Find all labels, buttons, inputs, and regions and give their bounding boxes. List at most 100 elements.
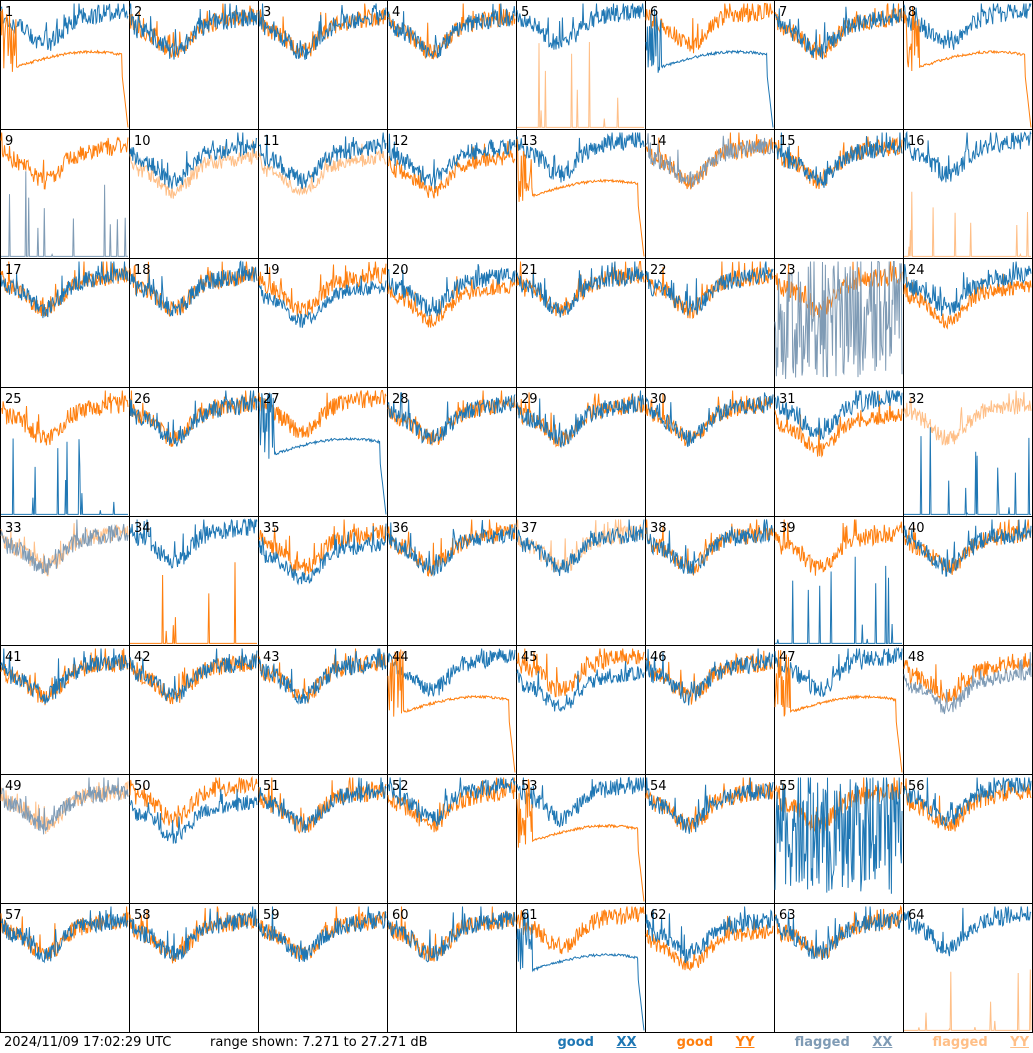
xx-line bbox=[129, 132, 258, 189]
yy-line bbox=[774, 650, 903, 773]
panel-label: 26 bbox=[134, 392, 151, 407]
xx-line bbox=[258, 392, 387, 515]
panel-frame bbox=[129, 387, 259, 517]
panel-label: 9 bbox=[5, 134, 13, 149]
yy-line bbox=[258, 390, 387, 438]
panel-frame bbox=[387, 903, 517, 1033]
xx-line bbox=[0, 3, 129, 51]
xx-line bbox=[0, 261, 129, 319]
panel-label: 40 bbox=[908, 521, 925, 536]
xx-line bbox=[516, 390, 645, 448]
panel-label: 42 bbox=[134, 650, 151, 665]
yy-line bbox=[129, 775, 258, 829]
yy-line bbox=[774, 519, 903, 576]
panel-56: 56 bbox=[903, 774, 1033, 904]
panel-label: 18 bbox=[134, 263, 151, 278]
xx-line bbox=[774, 777, 903, 894]
legend-flagged-xx: flagged XX bbox=[794, 1035, 893, 1050]
panel-49: 49 bbox=[0, 774, 130, 904]
panel-label: 43 bbox=[263, 650, 280, 665]
panel-52: 52 bbox=[387, 774, 517, 904]
panel-5: 5 bbox=[516, 0, 646, 130]
panel-label: 34 bbox=[134, 521, 151, 536]
panel-label: 51 bbox=[263, 779, 280, 794]
yy-line bbox=[258, 261, 387, 317]
yy-line bbox=[903, 6, 1032, 128]
xx-line bbox=[516, 776, 645, 828]
xx-line bbox=[516, 3, 645, 50]
panel-15: 15 bbox=[774, 129, 904, 259]
xx-line bbox=[516, 909, 645, 1031]
panel-2: 2 bbox=[129, 0, 259, 130]
panel-label: 33 bbox=[5, 521, 22, 536]
panel-33: 33 bbox=[0, 516, 130, 646]
panel-26: 26 bbox=[129, 387, 259, 517]
xx-line bbox=[129, 648, 258, 703]
yy-line bbox=[645, 2, 774, 54]
xx-line bbox=[258, 275, 387, 328]
xx-line bbox=[129, 906, 258, 961]
panel-48: 48 bbox=[903, 645, 1033, 775]
panel-label: 27 bbox=[263, 392, 280, 407]
xx-line bbox=[129, 390, 258, 447]
panel-label: 16 bbox=[908, 134, 925, 149]
panel-label: 47 bbox=[779, 650, 796, 665]
footer: 2024/11/09 17:02:29 UTC range shown: 7.2… bbox=[0, 1033, 1033, 1053]
panel-17: 17 bbox=[0, 258, 130, 388]
panel-label: 31 bbox=[779, 392, 796, 407]
xx-line bbox=[129, 260, 258, 317]
xx-line bbox=[903, 519, 1032, 577]
panel-20: 20 bbox=[387, 258, 517, 388]
xx-line bbox=[645, 906, 774, 964]
panel-21: 21 bbox=[516, 258, 646, 388]
panel-label: 22 bbox=[650, 263, 667, 278]
xx-line bbox=[0, 777, 129, 835]
panel-label: 36 bbox=[392, 521, 409, 536]
panel-frame bbox=[774, 387, 904, 517]
panel-label: 41 bbox=[5, 650, 22, 665]
yy-line bbox=[516, 139, 645, 257]
panel-label: 28 bbox=[392, 392, 409, 407]
xx-line bbox=[258, 3, 387, 60]
panel-frame bbox=[387, 0, 517, 130]
panel-label: 59 bbox=[263, 908, 280, 923]
panel-frame bbox=[903, 0, 1033, 130]
yy-line bbox=[129, 139, 258, 199]
panel-frame bbox=[516, 0, 646, 130]
panel-label: 1 bbox=[5, 5, 13, 20]
panel-50: 50 bbox=[129, 774, 259, 904]
panel-frame bbox=[0, 774, 130, 904]
xx-line bbox=[774, 906, 903, 960]
panel-label: 4 bbox=[392, 5, 400, 20]
panel-label: 54 bbox=[650, 779, 667, 794]
panel-29: 29 bbox=[516, 387, 646, 517]
xx-line bbox=[516, 261, 645, 318]
xx-line bbox=[258, 523, 387, 586]
yy-line bbox=[387, 274, 516, 328]
panel-label: 61 bbox=[521, 908, 538, 923]
xx-line bbox=[775, 556, 902, 644]
xx-line bbox=[387, 906, 516, 963]
panel-label: 14 bbox=[650, 134, 667, 149]
xx-line bbox=[0, 519, 129, 576]
yy-line bbox=[516, 779, 645, 902]
panel-14: 14 bbox=[645, 129, 775, 259]
panel-8: 8 bbox=[903, 0, 1033, 130]
panel-frame bbox=[645, 0, 775, 130]
panel-3: 3 bbox=[258, 0, 388, 130]
panel-label: 64 bbox=[908, 908, 925, 923]
yy-line bbox=[904, 969, 1032, 1031]
panel-label: 49 bbox=[5, 779, 22, 794]
xx-line bbox=[516, 132, 645, 183]
xx-line bbox=[903, 777, 1032, 828]
panel-57: 57 bbox=[0, 903, 130, 1033]
panel-label: 13 bbox=[521, 134, 538, 149]
panel-44: 44 bbox=[387, 645, 517, 775]
xx-line bbox=[129, 3, 258, 60]
panel-13: 13 bbox=[516, 129, 646, 259]
xx-line bbox=[387, 392, 516, 445]
panel-45: 45 bbox=[516, 645, 646, 775]
panel-label: 62 bbox=[650, 908, 667, 923]
panel-label: 17 bbox=[5, 263, 22, 278]
xx-line bbox=[258, 132, 387, 190]
